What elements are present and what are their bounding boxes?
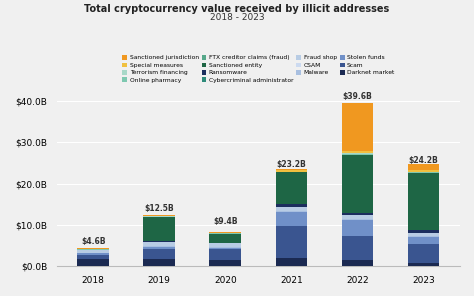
Bar xyxy=(342,151,373,153)
Bar xyxy=(275,204,307,207)
Bar xyxy=(77,255,109,259)
Bar xyxy=(210,244,241,247)
Bar xyxy=(408,173,439,231)
Bar xyxy=(275,226,307,258)
Bar xyxy=(408,244,439,263)
Text: $23.2B: $23.2B xyxy=(276,160,306,169)
Bar xyxy=(342,153,373,154)
Bar xyxy=(275,212,307,226)
Bar xyxy=(77,259,109,266)
Bar xyxy=(144,246,175,247)
Bar xyxy=(408,233,439,236)
Bar xyxy=(275,211,307,212)
Bar xyxy=(342,220,373,236)
Bar xyxy=(408,231,439,233)
Bar xyxy=(77,253,109,255)
Bar xyxy=(275,170,307,172)
Text: Total cryptocurrency value received by illicit addresses: Total cryptocurrency value received by i… xyxy=(84,4,390,15)
Bar xyxy=(342,213,373,215)
Bar xyxy=(144,216,175,217)
Bar xyxy=(275,172,307,173)
Bar xyxy=(342,103,373,151)
Text: $12.5B: $12.5B xyxy=(145,204,174,213)
Bar xyxy=(144,215,175,216)
Bar xyxy=(408,170,439,172)
Bar xyxy=(144,249,175,259)
Bar xyxy=(144,259,175,266)
Bar xyxy=(210,250,241,260)
Bar xyxy=(342,154,373,155)
Bar xyxy=(275,258,307,266)
Text: 2018 - 2023: 2018 - 2023 xyxy=(210,13,264,22)
Bar xyxy=(210,260,241,266)
Bar xyxy=(77,249,109,250)
Legend: Sanctioned jurisdiction, Special measures, Terrorism financing, Online pharmacy,: Sanctioned jurisdiction, Special measure… xyxy=(121,54,395,84)
Bar xyxy=(210,234,241,243)
Bar xyxy=(144,217,175,241)
Bar xyxy=(210,247,241,248)
Bar xyxy=(77,248,109,249)
Bar xyxy=(144,247,175,249)
Bar xyxy=(210,232,241,233)
Bar xyxy=(342,260,373,266)
Bar xyxy=(408,172,439,173)
Bar xyxy=(210,248,241,250)
Bar xyxy=(77,250,109,252)
Bar xyxy=(275,207,307,211)
Bar xyxy=(408,237,439,244)
Text: $4.6B: $4.6B xyxy=(81,237,105,246)
Bar xyxy=(342,215,373,219)
Bar xyxy=(342,219,373,220)
Bar xyxy=(275,173,307,204)
Bar xyxy=(342,155,373,213)
Bar xyxy=(342,236,373,260)
Bar xyxy=(408,164,439,170)
Text: $39.6B: $39.6B xyxy=(343,92,372,101)
Bar xyxy=(210,233,241,234)
Bar xyxy=(408,263,439,266)
Text: $9.4B: $9.4B xyxy=(213,217,237,226)
Bar xyxy=(144,242,175,246)
Bar xyxy=(408,236,439,237)
Bar xyxy=(275,168,307,170)
Bar xyxy=(144,241,175,242)
Text: $24.2B: $24.2B xyxy=(409,156,438,165)
